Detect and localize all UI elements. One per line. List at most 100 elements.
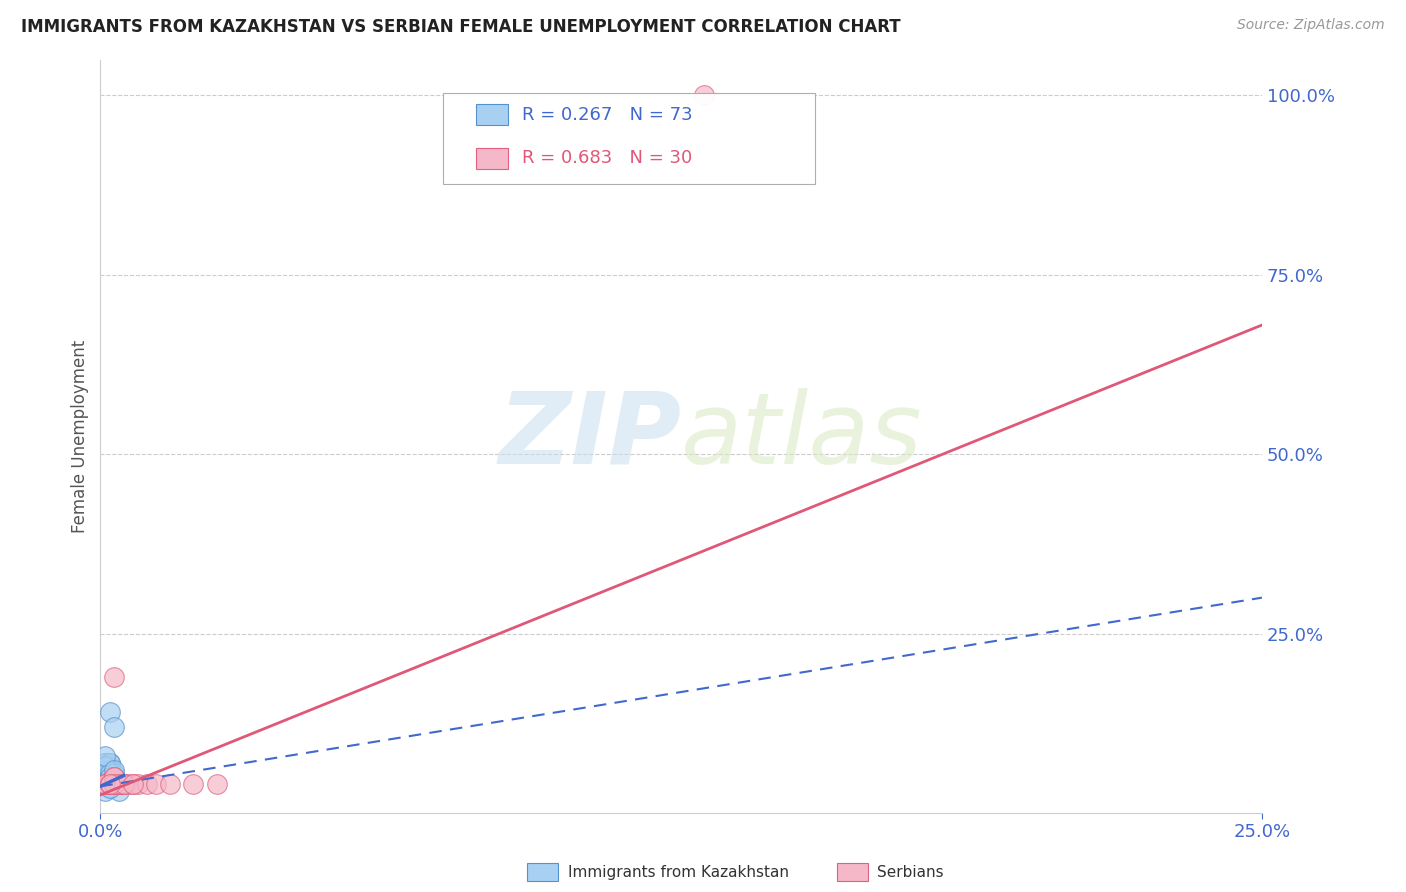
Point [94, 777, 117, 791]
Point [181, 777, 204, 791]
Point [98, 759, 121, 773]
Point [103, 777, 125, 791]
Point [98, 777, 121, 791]
Point [98, 777, 121, 791]
Text: Immigrants from Kazakhstan: Immigrants from Kazakhstan [568, 865, 789, 880]
Point [94, 777, 117, 791]
Bar [475, 148, 508, 169]
Point [94, 763, 117, 777]
Point [98, 770, 121, 784]
Point [103, 777, 125, 791]
Point [98, 766, 121, 780]
Point [103, 777, 125, 791]
Point [94, 759, 117, 773]
Point [145, 777, 167, 791]
Point [98, 763, 121, 777]
Point [122, 777, 145, 791]
Point [98, 770, 121, 784]
Point [108, 777, 131, 791]
Point [103, 773, 125, 788]
Point [98, 770, 121, 784]
Point [103, 763, 125, 777]
Point [103, 777, 125, 791]
Point [94, 777, 117, 791]
Point [127, 777, 149, 791]
Point [103, 777, 125, 791]
Point [103, 777, 125, 791]
Point [98, 763, 121, 777]
Point [103, 670, 125, 684]
Point [103, 777, 125, 791]
Point [98, 766, 121, 780]
Point [103, 766, 125, 780]
Point [98, 777, 121, 791]
Point [205, 777, 228, 791]
Point [94, 748, 117, 763]
Point [108, 777, 131, 791]
Point [94, 784, 117, 798]
Point [103, 777, 125, 791]
Point [117, 777, 139, 791]
Point [103, 770, 125, 784]
Point [94, 777, 117, 791]
Point [103, 770, 125, 784]
Point [112, 777, 135, 791]
Point [94, 759, 117, 773]
Point [108, 777, 131, 791]
FancyBboxPatch shape [443, 94, 814, 184]
Text: atlas: atlas [681, 388, 922, 484]
Point [693, 88, 716, 103]
Point [98, 770, 121, 784]
Point [103, 777, 125, 791]
Text: ZIP: ZIP [498, 388, 681, 484]
Text: R = 0.683   N = 30: R = 0.683 N = 30 [522, 149, 692, 168]
Point [98, 763, 121, 777]
Text: Source: ZipAtlas.com: Source: ZipAtlas.com [1237, 18, 1385, 32]
Point [98, 763, 121, 777]
Point [103, 770, 125, 784]
Point [108, 777, 131, 791]
Point [103, 720, 125, 734]
Point [94, 770, 117, 784]
Point [103, 773, 125, 788]
Point [112, 777, 135, 791]
Text: Serbians: Serbians [877, 865, 943, 880]
Point [98, 773, 121, 788]
Text: R = 0.267   N = 73: R = 0.267 N = 73 [522, 105, 693, 124]
Point [112, 777, 135, 791]
Point [98, 777, 121, 791]
Point [103, 777, 125, 791]
Text: IMMIGRANTS FROM KAZAKHSTAN VS SERBIAN FEMALE UNEMPLOYMENT CORRELATION CHART: IMMIGRANTS FROM KAZAKHSTAN VS SERBIAN FE… [21, 18, 901, 36]
Point [103, 773, 125, 788]
Point [103, 777, 125, 791]
Point [98, 777, 121, 791]
Point [98, 780, 121, 795]
Point [94, 770, 117, 784]
Point [98, 770, 121, 784]
Point [122, 777, 145, 791]
Bar [475, 104, 508, 125]
Point [94, 777, 117, 791]
Point [94, 766, 117, 780]
Point [98, 766, 121, 780]
Point [98, 766, 121, 780]
Point [135, 777, 157, 791]
Point [98, 766, 121, 780]
Point [98, 773, 121, 788]
Point [108, 777, 131, 791]
Point [108, 777, 131, 791]
Point [94, 777, 117, 791]
Point [103, 773, 125, 788]
Point [98, 756, 121, 770]
Point [108, 777, 131, 791]
Point [98, 763, 121, 777]
Point [98, 780, 121, 795]
Point [98, 706, 121, 720]
Y-axis label: Female Unemployment: Female Unemployment [72, 340, 89, 533]
Point [94, 777, 117, 791]
Point [108, 784, 131, 798]
Point [159, 777, 181, 791]
Point [94, 763, 117, 777]
Point [98, 777, 121, 791]
Point [94, 756, 117, 770]
